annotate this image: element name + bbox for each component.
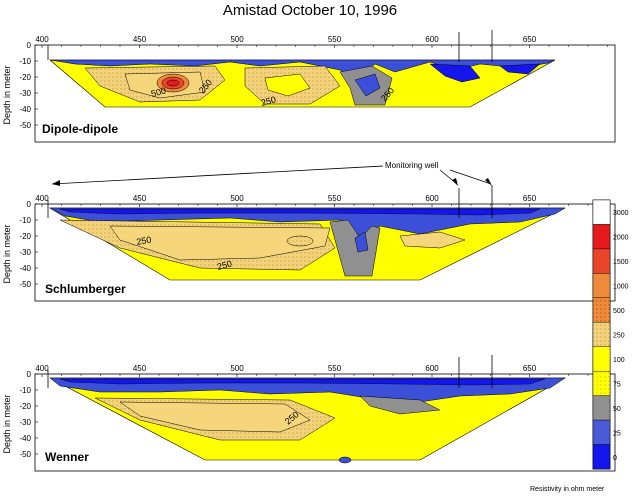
x-tick-label: 650 [523, 364, 537, 373]
y-tick-label: -50 [19, 450, 31, 459]
y-tick-label: -30 [19, 248, 31, 257]
y-axis-label: Depth in meter [2, 65, 12, 124]
y-tick-label: -30 [19, 89, 31, 98]
y-tick-label: -40 [19, 105, 31, 114]
legend-swatch [592, 370, 611, 396]
panel-dipole-dipole: 500 250 250 250 Dipole-dipole [34, 30, 616, 143]
x-tick-label: 600 [425, 364, 439, 373]
legend-swatch [592, 419, 611, 445]
legend-label: 0 [613, 455, 617, 462]
contour-label: 250 [260, 94, 277, 108]
x-tick-label: 550 [328, 364, 342, 373]
y-tick-label: -10 [19, 57, 31, 66]
x-tick-label: 500 [230, 35, 244, 44]
panel-label: Schlumberger [45, 282, 126, 296]
y-tick-label: 0 [27, 41, 32, 50]
legend-label: 50 [613, 406, 621, 413]
y-axis-label: Depth in meter [2, 224, 12, 283]
contour-label: 500 [150, 85, 167, 99]
y-tick-label: -20 [19, 402, 31, 411]
y-tick-label: -50 [19, 121, 31, 130]
panel-label: Dipole-dipole [42, 122, 118, 136]
x-tick-label: 500 [230, 194, 244, 203]
x-tick-label: 450 [133, 194, 147, 203]
y-tick-label: 0 [27, 200, 32, 209]
x-tick-label: 650 [523, 194, 537, 203]
legend-swatch [592, 322, 611, 347]
y-tick-label: -10 [19, 386, 31, 395]
legend-label: 3000 [613, 210, 629, 217]
contour-label: 250 [216, 258, 233, 272]
x-tick-label: 600 [425, 35, 439, 44]
y-axis-label: Depth in meter [2, 394, 12, 453]
y-tick-label: -50 [19, 280, 31, 289]
legend-swatch [592, 395, 611, 421]
legend-swatch [592, 199, 611, 225]
legend-label: 100 [613, 357, 625, 364]
panel-label: Wenner [45, 450, 89, 464]
x-tick-label: 550 [328, 194, 342, 203]
legend-label: 1500 [613, 259, 629, 266]
legend-swatch [592, 346, 611, 372]
x-tick-label: 650 [523, 35, 537, 44]
legend-label: 500 [613, 308, 625, 315]
x-tick-label: 500 [230, 364, 244, 373]
monitoring-well-annotation: Monitoring well [51, 161, 492, 186]
legend-label: 2000 [613, 235, 629, 242]
annotation-text: Monitoring well [385, 161, 439, 170]
y-tick-label: -30 [19, 418, 31, 427]
y-tick-label: -40 [19, 264, 31, 273]
x-tick-label: 450 [133, 364, 147, 373]
legend-label: 25 [613, 430, 621, 437]
y-tick-label: -20 [19, 73, 31, 82]
legend-label: 250 [613, 333, 625, 340]
legend-swatch [592, 444, 611, 470]
x-tick-label: 450 [133, 35, 147, 44]
axes: 400 450 500 550 600 650 0 -10 -20 -30 -40 -50 Depth … [2, 35, 608, 459]
y-tick-label: -40 [19, 434, 31, 443]
legend-label: 75 [613, 381, 621, 388]
x-tick-label: 400 [35, 35, 49, 44]
y-tick-label: -20 [19, 232, 31, 241]
legend-swatch [592, 273, 611, 299]
figure-title: Amistad October 10, 1996 [223, 2, 397, 19]
x-tick-label: 400 [35, 194, 49, 203]
legend-unit-label: Resistivity in ohm meter [530, 486, 605, 493]
panel-wenner: 250 Wenner [34, 355, 616, 472]
contour-label: 250 [136, 235, 153, 247]
legend-swatch [592, 248, 611, 274]
x-tick-label: 550 [328, 35, 342, 44]
legend-label: 1000 [613, 284, 629, 291]
y-tick-label: 0 [27, 370, 32, 379]
panel-schlumberger: 250 250 Schlumberger [34, 185, 616, 302]
legend-swatch [592, 224, 611, 250]
y-tick-label: -10 [19, 216, 31, 225]
x-tick-label: 400 [35, 364, 49, 373]
legend-swatch [592, 297, 611, 323]
x-tick-label: 600 [425, 194, 439, 203]
